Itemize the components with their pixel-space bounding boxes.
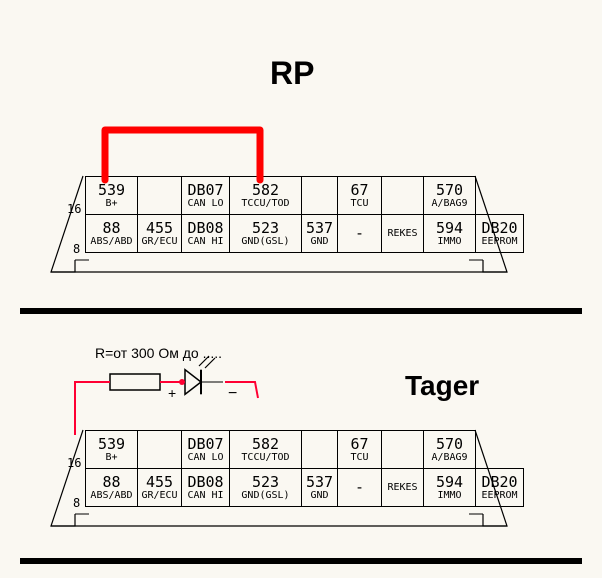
pin-cell [302, 431, 338, 469]
pinout-table: 539B+ DB07CAN LO582TCCU/TOD 67TCU 570A/BAG9… [85, 430, 524, 507]
pin-cell: 582TCCU/TOD [230, 177, 302, 215]
pinout-table: 539B+ DB07CAN LO582TCCU/TOD 67TCU 570A/BAG9… [85, 176, 524, 253]
pin-cell: 537GND [302, 215, 338, 253]
pin-cell: 88ABS/ABD [86, 215, 138, 253]
title-tager: Tager [405, 370, 479, 402]
label-8: 8 [73, 242, 80, 256]
separator-2 [20, 558, 582, 564]
pin-cell: 539B+ [86, 431, 138, 469]
pin-cell: DB20EEPROM [476, 215, 524, 253]
pin-cell: - [338, 215, 382, 253]
pin-cell: 570A/BAG9 [424, 177, 476, 215]
pin-cell: 455GR/ECU [138, 215, 182, 253]
label-16: 16 [67, 202, 81, 216]
pin-cell: 537GND [302, 469, 338, 507]
pin-cell: 594IMMO [424, 215, 476, 253]
resistor-note: R=от 300 Ом до ..... [95, 345, 222, 361]
pin-cell: REKES [382, 469, 424, 507]
pin-cell [382, 177, 424, 215]
pin-cell: 67TCU [338, 431, 382, 469]
pin-cell: 455GR/ECU [138, 469, 182, 507]
pin-cell [302, 177, 338, 215]
pin-cell: - [338, 469, 382, 507]
pin-cell: 88ABS/ABD [86, 469, 138, 507]
pin-cell: DB20EEPROM [476, 469, 524, 507]
pin-cell: 523GND(GSL) [230, 215, 302, 253]
pin-cell: 523GND(GSL) [230, 469, 302, 507]
pin-cell: 582TCCU/TOD [230, 431, 302, 469]
pin-cell: 67TCU [338, 177, 382, 215]
pin-cell: 539B+ [86, 177, 138, 215]
label-16-b: 16 [67, 456, 81, 470]
separator-1 [20, 308, 582, 314]
pin-cell [138, 431, 182, 469]
label-8-b: 8 [73, 496, 80, 510]
pin-cell: 570A/BAG9 [424, 431, 476, 469]
svg-text:+: + [168, 385, 176, 401]
svg-text:−: − [228, 385, 237, 402]
pin-cell: 594IMMO [424, 469, 476, 507]
pin-cell: DB08CAN HI [182, 469, 230, 507]
pin-cell: DB07CAN LO [182, 177, 230, 215]
pin-cell [382, 431, 424, 469]
pin-cell: DB07CAN LO [182, 431, 230, 469]
pin-cell: REKES [382, 215, 424, 253]
pin-cell [138, 177, 182, 215]
title-rp: RP [270, 55, 314, 92]
connector-rp: 16 8 539B+DB07CAN LO582TCCU/TOD67TCU570A… [85, 176, 524, 253]
connector-tager: 16 8 539B+DB07CAN LO582TCCU/TOD67TCU570A… [85, 430, 524, 507]
pin-cell: DB08CAN HI [182, 215, 230, 253]
